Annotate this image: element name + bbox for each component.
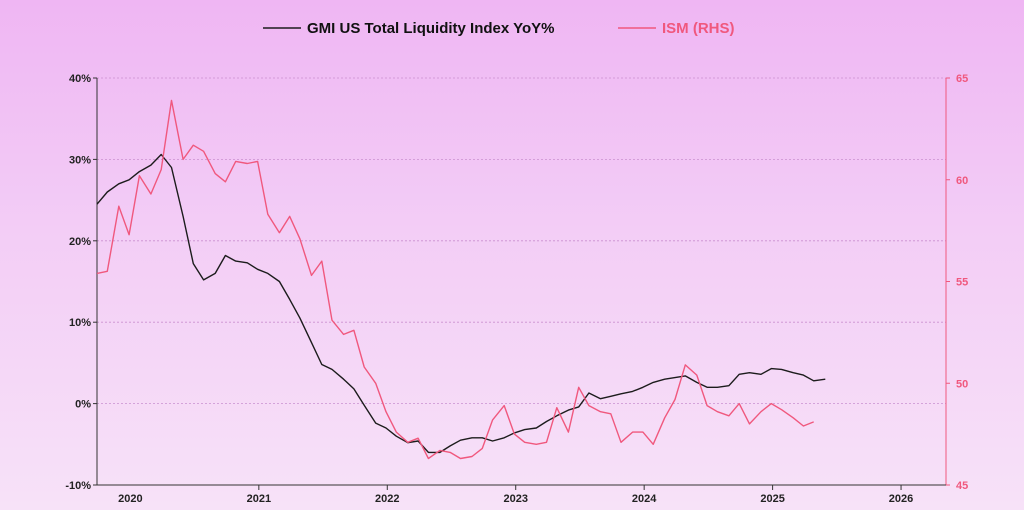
y-left-tick-label: 20% [69, 236, 91, 248]
series-line-liquidity [96, 153, 826, 454]
y-left-tick-label: 10% [69, 317, 91, 329]
grid-lines [97, 77, 946, 405]
y-left-tick-label: 0% [75, 399, 91, 411]
x-tick-label: 2024 [632, 493, 657, 505]
series-line-ism [96, 99, 814, 460]
y-right-tick-label: 55 [956, 277, 968, 289]
y-right-tick-label: 50 [956, 378, 968, 390]
x-tick-label: 2020 [118, 493, 142, 505]
legend: GMI US Total Liquidity Index YoY% ISM (RH… [263, 20, 735, 37]
x-tick-label: 2026 [889, 493, 913, 505]
x-tick-label: 2021 [247, 493, 271, 505]
x-tick-label: 2022 [375, 493, 399, 505]
axes: 40% 30% 20% 10% 0% -10% 65 60 55 50 45 2020 2021 2022… [65, 73, 968, 505]
y-left-tick-label: 40% [69, 73, 91, 85]
legend-label-0: GMI US Total Liquidity Index YoY% [307, 20, 555, 37]
series-lines [96, 99, 826, 460]
y-left-tick-label: -10% [65, 480, 91, 492]
y-right-tick-label: 45 [956, 480, 968, 492]
y-right-tick-label: 60 [956, 175, 968, 187]
legend-label-1: ISM (RHS) [662, 20, 735, 37]
x-tick-label: 2023 [503, 493, 527, 505]
y-right-tick-label: 65 [956, 73, 968, 85]
x-tick-label: 2025 [760, 493, 784, 505]
y-left-tick-label: 30% [69, 154, 91, 166]
